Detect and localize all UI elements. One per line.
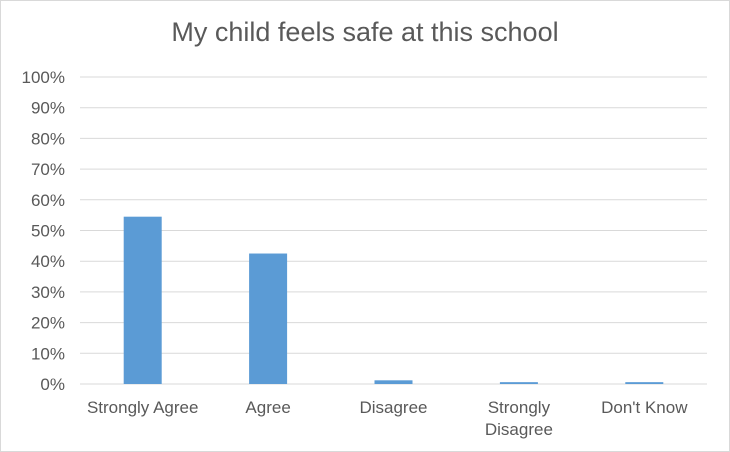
x-category-label: Strongly Disagree: [485, 398, 553, 439]
y-tick-label: 50%: [31, 222, 65, 241]
gridlines: [80, 76, 707, 385]
bar: [249, 253, 288, 384]
x-category-label-line: Don't Know: [601, 398, 688, 417]
x-category-label-line: Disagree: [359, 398, 427, 417]
x-category-label: Strongly Agree: [87, 398, 199, 417]
y-axis-ticks: 0% 10% 20% 30% 40% 50% 60% 70% 80% 90% 100%: [22, 68, 65, 394]
chart-title: My child feels safe at this school: [171, 17, 559, 47]
y-tick-label: 100%: [22, 68, 65, 87]
y-tick-label: 30%: [31, 283, 65, 302]
x-category-label: Agree: [245, 398, 290, 417]
x-category-label-line: Strongly Agree: [87, 398, 199, 417]
bar: [123, 216, 162, 384]
x-axis-labels: Strongly Agree Agree Disagree Strongly Disag…: [87, 398, 688, 439]
x-category-label-line: Strongly: [488, 398, 551, 417]
y-tick-label: 0%: [40, 375, 65, 394]
y-tick-label: 80%: [31, 129, 65, 148]
y-tick-label: 70%: [31, 160, 65, 179]
x-category-label: Don't Know: [601, 398, 688, 417]
x-category-label-line: Disagree: [485, 420, 553, 439]
bars: [123, 216, 664, 384]
bar: [499, 382, 538, 384]
y-tick-label: 20%: [31, 314, 65, 333]
y-tick-label: 40%: [31, 252, 65, 271]
x-category-label: Disagree: [359, 398, 427, 417]
y-tick-label: 90%: [31, 99, 65, 118]
y-tick-label: 10%: [31, 344, 65, 363]
y-tick-label: 60%: [31, 191, 65, 210]
bar: [625, 382, 664, 384]
x-category-label-line: Agree: [245, 398, 290, 417]
bar: [374, 380, 413, 384]
